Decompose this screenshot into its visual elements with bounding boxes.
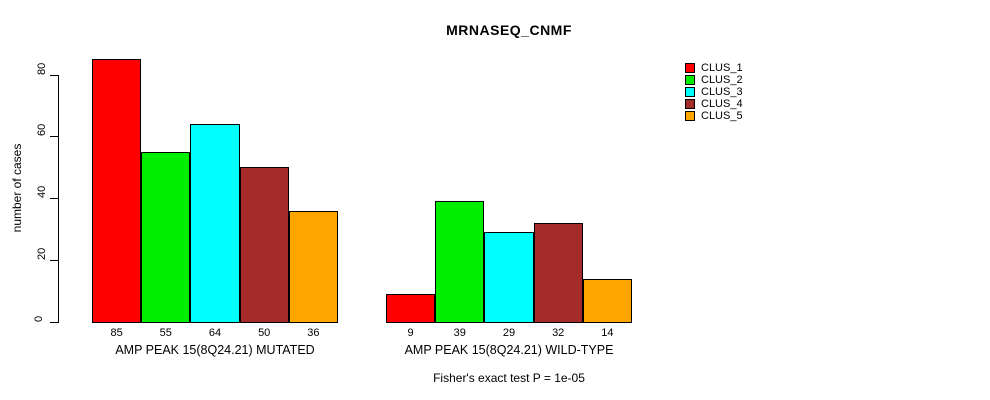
legend-label: CLUS_1 [701, 62, 743, 74]
y-axis-tick [50, 260, 58, 262]
bar-clus_4-group1 [239, 167, 289, 323]
bar-clus_3-group1 [190, 124, 240, 323]
bar-value-label: 29 [502, 327, 516, 339]
y-tick-label: 20 [36, 247, 49, 261]
bar-value-label: 9 [407, 327, 414, 339]
legend-swatch-icon [685, 99, 695, 109]
y-axis-label: number of cases [10, 143, 24, 233]
bar-clus_2-group1 [141, 151, 191, 323]
legend-label: CLUS_3 [701, 86, 743, 98]
bar-value-label: 39 [453, 327, 466, 339]
legend-swatch-icon [685, 87, 695, 97]
bar-clus_3-group2 [484, 232, 534, 323]
legend-swatch-icon [685, 111, 695, 121]
bar-clus_1-group1 [92, 59, 142, 323]
x-group-label: AMP PEAK 15(8Q24.21) WILD-TYPE [404, 343, 614, 357]
bar-clus_4-group2 [533, 223, 583, 323]
bar-value-label: 55 [159, 327, 172, 339]
chart-title: MRNASEQ_CNMF [446, 22, 572, 38]
y-axis-tick [50, 136, 58, 138]
bar-value-label: 14 [601, 327, 614, 339]
y-axis-tick [50, 322, 58, 323]
y-tick-label: 60 [36, 124, 49, 137]
bar-value-label: 50 [258, 327, 271, 339]
y-tick-label: 0 [33, 315, 46, 322]
bar-clus_5-group1 [288, 210, 338, 323]
bar-value-label: 85 [110, 327, 123, 339]
legend-swatch-icon [685, 63, 695, 73]
bar-clus_2-group2 [435, 201, 485, 323]
y-axis-tick [50, 74, 58, 76]
y-axis-tick [50, 198, 58, 200]
y-tick-label: 40 [36, 186, 49, 199]
y-axis-line [58, 74, 59, 323]
legend-label: CLUS_5 [701, 110, 743, 122]
legend-swatch-icon [685, 75, 695, 85]
bar-value-label: 36 [307, 327, 320, 339]
bar-value-label: 32 [552, 327, 565, 339]
bar-clus_1-group2 [386, 294, 436, 323]
legend-label: CLUS_4 [701, 98, 743, 110]
footnote: Fisher's exact test P = 1e-05 [433, 371, 585, 385]
y-tick-label: 80 [36, 62, 49, 75]
x-group-label: AMP PEAK 15(8Q24.21) MUTATED [115, 343, 315, 357]
bar-value-label: 64 [208, 327, 222, 339]
bar-clus_5-group2 [582, 278, 632, 323]
legend-label: CLUS_2 [701, 74, 743, 86]
